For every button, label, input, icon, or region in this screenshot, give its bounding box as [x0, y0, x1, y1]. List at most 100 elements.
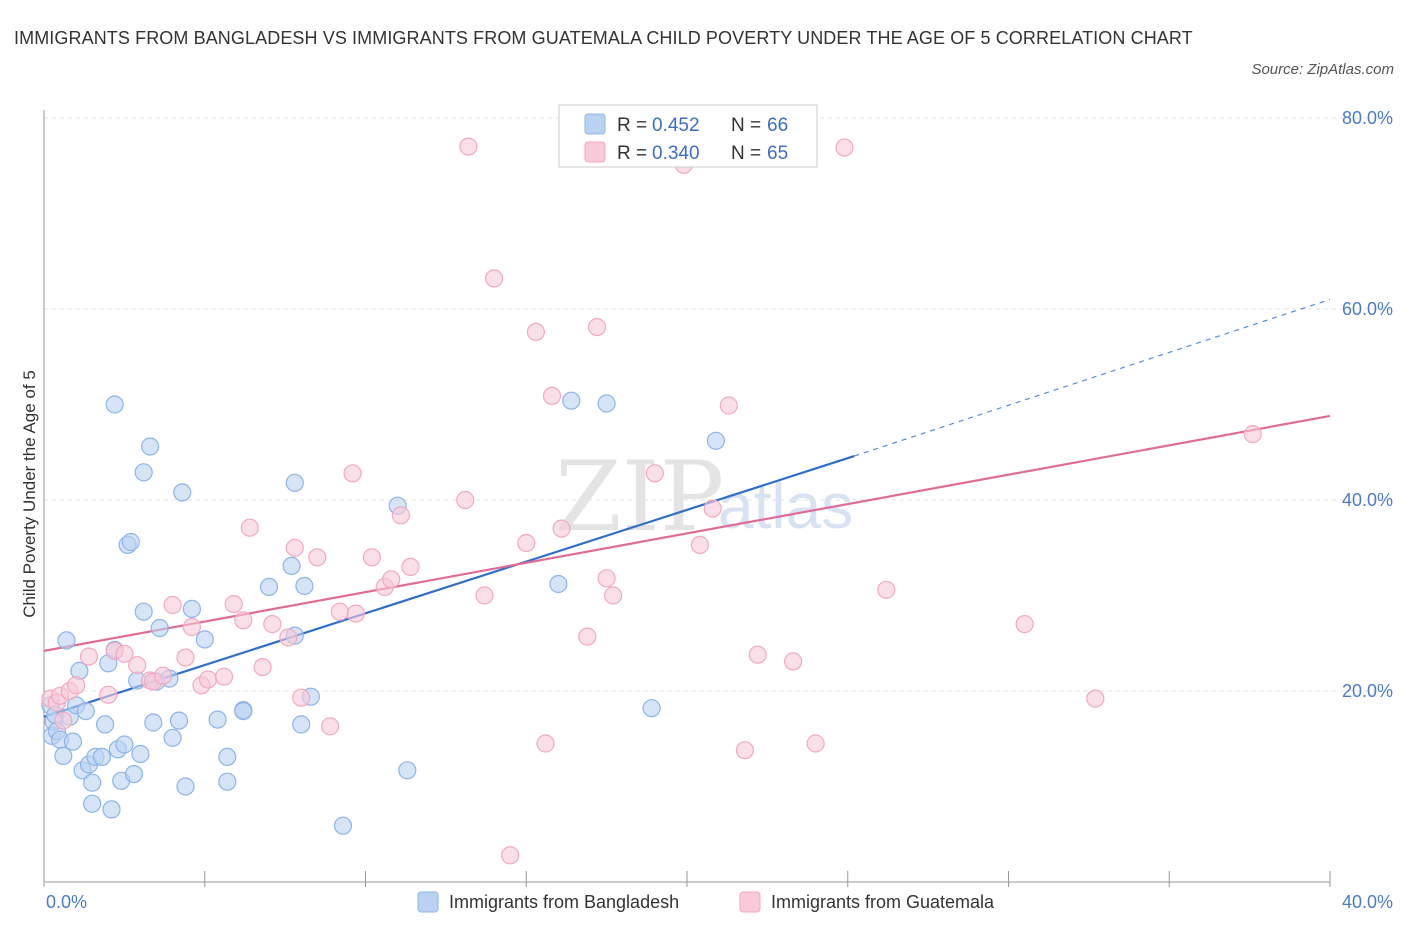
point-bangladesh-49: [234, 701, 253, 721]
point-guatemala-65: [1243, 425, 1262, 444]
point-bangladesh-23: [105, 395, 124, 414]
watermark-atlas: atlas: [718, 470, 853, 542]
point-bangladesh-26: [115, 735, 134, 754]
point-bangladesh-40: [169, 711, 189, 730]
point-guatemala-54: [690, 535, 710, 555]
trend-line-guatemala: [43, 414, 1331, 652]
point-guatemala-13: [153, 666, 173, 685]
point-guatemala-41: [485, 269, 504, 288]
point-guatemala-59: [783, 652, 803, 671]
y-tick-label-40: 40.0%: [1342, 490, 1393, 510]
y-tick-labels: 20.0% 40.0% 60.0% 80.0%: [1342, 108, 1393, 701]
point-guatemala-40: [475, 586, 494, 605]
point-bangladesh-33: [134, 463, 153, 482]
point-guatemala-26: [285, 538, 304, 557]
y-tick-label-60: 60.0%: [1342, 299, 1393, 319]
point-guatemala-7: [99, 685, 118, 704]
point-guatemala-32: [346, 604, 365, 623]
point-bangladesh-34: [141, 437, 160, 456]
point-guatemala-46: [542, 386, 562, 405]
point-guatemala-63: [1015, 614, 1034, 634]
legend-swatch-guatemala: [584, 141, 606, 163]
y-tick-label-20: 20.0%: [1342, 681, 1393, 701]
legend-r-value-bangladesh: 0.452: [652, 115, 700, 136]
point-guatemala-20: [224, 594, 243, 614]
point-bangladesh-46: [218, 747, 237, 767]
point-bangladesh-16: [83, 794, 102, 813]
bottom-legend-swatch-guatemala: [739, 891, 761, 913]
point-guatemala-5: [67, 676, 86, 695]
point-guatemala-30: [330, 602, 349, 621]
legend-r-label-guatemala: R =: [617, 143, 647, 164]
point-bangladesh-57: [333, 816, 353, 835]
point-bangladesh-21: [102, 800, 121, 819]
point-guatemala-18: [198, 670, 218, 689]
point-bangladesh-55: [295, 576, 314, 596]
point-guatemala-28: [308, 548, 327, 567]
point-guatemala-52: [645, 464, 665, 483]
point-guatemala-21: [234, 611, 253, 630]
top-legend: R = 0.452 N = 66 R = 0.340 N = 65: [558, 104, 818, 168]
point-guatemala-22: [240, 518, 259, 537]
legend-n-value-guatemala: 65: [767, 143, 788, 164]
point-guatemala-15: [176, 648, 195, 667]
point-guatemala-57: [735, 741, 755, 760]
point-bangladesh-51: [282, 556, 301, 576]
point-bangladesh-15: [83, 773, 102, 792]
trend-line-bangladesh: [43, 455, 855, 718]
bottom-legend-label-guatemala: Immigrants from Guatemala: [771, 892, 995, 912]
trend-line-bangladesh-extension: [853, 298, 1331, 457]
data-points: [41, 137, 1262, 865]
point-bangladesh-28: [121, 532, 140, 552]
point-guatemala-62: [877, 580, 896, 599]
point-guatemala-3: [54, 711, 73, 730]
legend-n-value-bangladesh: 66: [767, 115, 788, 136]
point-guatemala-27: [292, 688, 311, 707]
point-guatemala-36: [391, 506, 410, 525]
point-bangladesh-29: [124, 764, 144, 784]
point-bangladesh-39: [163, 728, 182, 747]
point-guatemala-50: [597, 569, 616, 588]
point-guatemala-60: [806, 734, 825, 753]
point-bangladesh-64: [706, 431, 726, 450]
point-bangladesh-44: [195, 630, 214, 649]
point-guatemala-56: [719, 396, 738, 415]
point-bangladesh-45: [208, 710, 227, 729]
point-guatemala-37: [401, 557, 420, 577]
point-bangladesh-50: [259, 577, 279, 597]
grid-lines: [44, 117, 1393, 692]
point-guatemala-24: [263, 614, 282, 634]
point-guatemala-33: [362, 548, 381, 567]
point-bangladesh-54: [292, 715, 311, 734]
legend-r-value-guatemala: 0.340: [652, 143, 700, 164]
point-guatemala-58: [748, 645, 767, 664]
point-guatemala-10: [128, 656, 147, 675]
point-guatemala-19: [214, 667, 234, 686]
point-bangladesh-6: [54, 746, 73, 766]
bottom-legend: Immigrants from Bangladesh Immigrants fr…: [417, 891, 995, 913]
point-guatemala-47: [552, 519, 571, 538]
bottom-legend-label-bangladesh: Immigrants from Bangladesh: [449, 892, 679, 912]
point-bangladesh-63: [642, 699, 661, 718]
point-bangladesh-59: [398, 761, 417, 780]
point-bangladesh-62: [597, 394, 616, 413]
point-bangladesh-47: [218, 772, 237, 791]
legend-n-label-bangladesh: N =: [731, 115, 761, 136]
point-guatemala-42: [501, 846, 520, 865]
chart-source: Source: ZipAtlas.com: [1251, 61, 1394, 78]
point-guatemala-23: [253, 657, 272, 677]
point-guatemala-9: [115, 644, 134, 663]
point-guatemala-35: [382, 570, 401, 589]
x-tick-label-max: 40.0%: [1342, 892, 1393, 912]
point-guatemala-44: [526, 322, 546, 341]
point-bangladesh-32: [134, 602, 153, 621]
point-bangladesh-43: [182, 599, 201, 619]
point-bangladesh-37: [150, 618, 169, 638]
point-bangladesh-9: [63, 732, 83, 751]
point-bangladesh-35: [144, 713, 163, 732]
point-bangladesh-13: [76, 701, 95, 721]
point-guatemala-55: [703, 499, 722, 518]
point-guatemala-39: [459, 137, 478, 156]
point-guatemala-25: [279, 628, 298, 647]
y-axis-title: Child Poverty Under the Age of 5: [20, 370, 39, 618]
